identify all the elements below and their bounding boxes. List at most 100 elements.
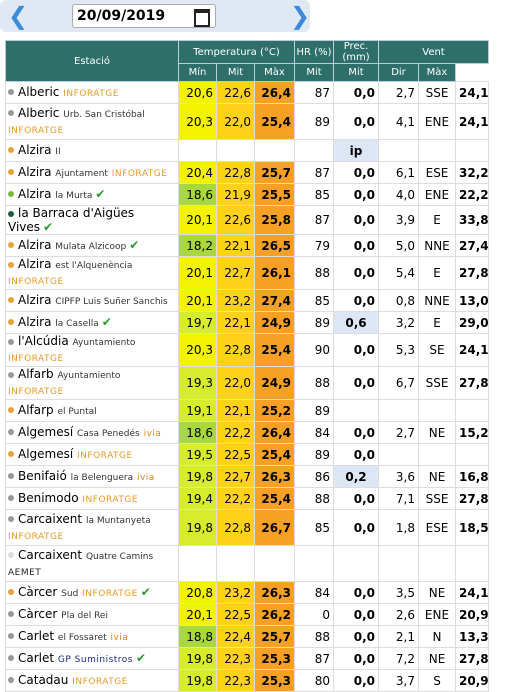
status-dot <box>8 677 14 683</box>
group-header: Estació <box>5 40 179 82</box>
value-cell <box>378 443 419 466</box>
status-dot <box>8 319 14 325</box>
value-cell: 21,9 <box>216 183 255 206</box>
status-dot <box>8 633 14 639</box>
station-name: Carlet <box>18 650 55 665</box>
date-input[interactable]: 20/09/2019 <box>72 4 216 28</box>
value-cell: 22,5 <box>216 443 255 466</box>
station-row: Alfarp el Puntal 19,1 22,1 25,2 89 <box>5 399 489 422</box>
station-cell: Benifaió la Belenguera ivia <box>5 465 179 488</box>
value-cell <box>378 545 419 582</box>
station-cell: Alfarb Ayuntamiento INFORATGE <box>5 366 179 400</box>
value-cell: 22,2 <box>216 421 255 444</box>
value-cell <box>455 139 489 162</box>
value-cell: SSE <box>418 487 456 510</box>
value-cell: 79 <box>294 234 334 257</box>
station-cell: Carcaixent la Muntanyeta INFORATGE <box>5 509 179 546</box>
value-cell: 87 <box>294 205 334 235</box>
value-cell: 25,4 <box>254 487 295 510</box>
value-cell: 27,8 <box>455 487 489 510</box>
value-cell: 3,7 <box>378 669 419 692</box>
value-cell: 24,1 <box>455 333 489 367</box>
station-tag: INFORATGE <box>63 88 119 99</box>
station-place: Ayuntamiento <box>57 371 121 381</box>
station-name: Alzira <box>18 186 52 201</box>
prev-day[interactable]: ❮ <box>8 2 29 30</box>
station-row: la Barraca d'Aigües Vives ✔ 20,1 22,6 25,8 87… <box>5 205 489 235</box>
value-cell <box>216 545 255 582</box>
value-cell: 88 <box>294 366 334 400</box>
value-cell: 0,0 <box>333 366 379 400</box>
value-cell: 22,4 <box>216 625 255 648</box>
value-cell: 22,7 <box>216 465 255 488</box>
station-cell: Alzira II <box>5 139 179 162</box>
station-cell: Carlet GP Suministros ✔ <box>5 647 179 670</box>
value-cell: 19,8 <box>178 647 217 670</box>
value-cell: 25,2 <box>254 399 295 422</box>
value-cell: 0,0 <box>333 289 379 312</box>
value-cell: 23,2 <box>216 581 255 604</box>
station-cell: Carlet el Fossaret ivia <box>5 625 179 648</box>
value-cell: 25,5 <box>254 183 295 206</box>
calendar-icon[interactable] <box>194 9 210 27</box>
value-cell: 18,6 <box>178 421 217 444</box>
value-cell: 20,8 <box>178 581 217 604</box>
value-cell: NNE <box>418 289 456 312</box>
value-cell: 25,3 <box>254 669 295 692</box>
value-cell: 19,1 <box>178 399 217 422</box>
value-cell: 1,8 <box>378 509 419 546</box>
value-cell: 5,3 <box>378 333 419 367</box>
station-cell: Càrcer Sud INFORATGE ✔ <box>5 581 179 604</box>
station-row: Alzira Ajuntament INFORATGE 20,4 22,8 25,7 8… <box>5 161 489 184</box>
value-cell: 24,1 <box>455 103 489 140</box>
value-cell: 24,9 <box>254 366 295 400</box>
station-row: Carlet GP Suministros ✔ 19,8 22,3 25,3 87 0,0 7… <box>5 647 489 670</box>
station-row: Alberic INFORATGE 20,6 22,6 26,4 87 0,0 2,7 SSE… <box>5 81 489 104</box>
value-cell <box>178 139 217 162</box>
value-cell: 27,4 <box>455 234 489 257</box>
value-cell: 2,7 <box>378 421 419 444</box>
value-cell: 22,7 <box>216 256 255 290</box>
value-cell: NNE <box>418 234 456 257</box>
sub-header: Mit <box>216 63 255 82</box>
station-tag: INFORATGE <box>82 494 139 505</box>
group-header: Vent <box>378 40 489 64</box>
value-cell: 23,2 <box>216 289 255 312</box>
date: 20/09/2019 <box>77 8 166 24</box>
station-row: Benimodo INFORATGE 19,4 22,2 25,4 88 0,0 7,1 SS… <box>5 487 489 510</box>
value-cell: 22,8 <box>216 509 255 546</box>
value-cell <box>418 399 456 422</box>
status-dot <box>8 655 14 661</box>
station-place: Casa Penedés <box>77 428 140 439</box>
station-place: II <box>55 146 61 157</box>
value-cell: 0,0 <box>333 205 379 235</box>
value-cell: 25,8 <box>254 205 295 235</box>
station-name: Carcaixent <box>18 547 83 562</box>
value-cell: 20,3 <box>178 103 217 140</box>
value-cell: SE <box>418 333 456 367</box>
value-cell: 26,1 <box>254 256 295 290</box>
value-cell: 18,6 <box>178 183 217 206</box>
station-tag: INFORATGE <box>8 354 64 364</box>
value-cell: 90 <box>294 333 334 367</box>
station-cell: la Barraca d'Aigües Vives ✔ <box>5 205 179 235</box>
station-row: Alzira CIPFP Luis Suñer Sanchis 20,1 23,2 2… <box>5 289 489 312</box>
station-place: Quatre Camins <box>85 551 154 562</box>
verified-check: ✔ <box>95 186 106 201</box>
station-place: Ayuntamiento <box>72 338 136 348</box>
value-cell: N <box>418 625 456 648</box>
station-row: Alzira la Murta ✔ 18,6 21,9 25,5 85 0,0 4,0 ENE 2… <box>5 183 489 206</box>
value-cell: SSE <box>418 366 456 400</box>
value-cell: ENE <box>418 103 456 140</box>
value-cell: 6,1 <box>378 161 419 184</box>
station-tag: INFORATGE <box>8 277 64 287</box>
station-name: Alzira <box>18 142 52 157</box>
value-cell: 27,8 <box>455 366 489 400</box>
value-cell: E <box>418 311 456 334</box>
station-cell: Alberic Urb. San Cristóbal INFORATGE <box>5 103 179 140</box>
station-tag: INFORATGE <box>82 588 138 599</box>
station-name: Catadau <box>18 672 69 687</box>
next-day[interactable]: ❯ <box>290 2 311 30</box>
value-cell: 25,4 <box>254 103 295 140</box>
station-row: Carlet el Fossaret ivia 18,8 22,4 25,7 88 0,0… <box>5 625 489 648</box>
